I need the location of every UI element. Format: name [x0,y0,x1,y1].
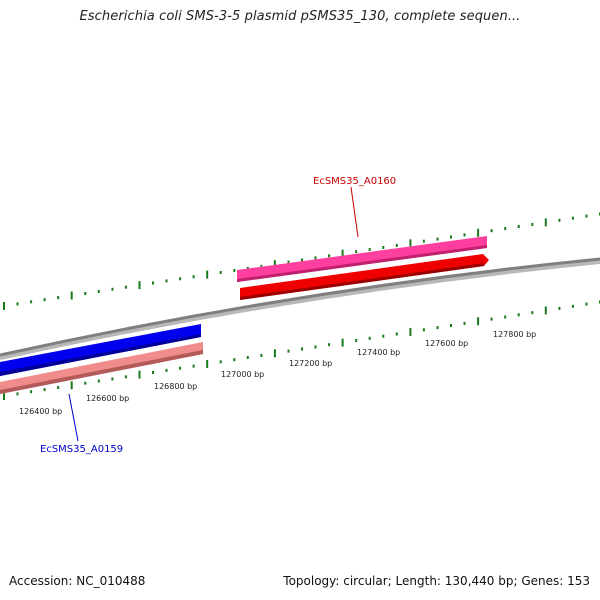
gene-ecsms35-a0159-feature-bar-shade [0,350,203,394]
gene-ecsms35-a0160-feature-bar-shade [237,245,487,282]
map-title: Escherichia coli SMS-3-5 plasmid pSMS35_… [79,9,521,24]
tick-label: 126600 bp [86,394,129,403]
gene-label-leader-a0159 [68,393,79,442]
plasmid-backbone-shadow [0,260,600,360]
gene-label-a0159[interactable]: EcSMS35_A0159 [40,444,123,455]
tick-label: 126400 bp [19,407,62,416]
gene-ecsms35-a0159[interactable] [0,324,203,394]
sequence-summary-text: Topology: circular; Length: 130,440 bp; … [283,574,590,588]
gene-ecsms35-a0160[interactable] [237,236,489,300]
tick-row-lower [3,300,600,400]
tick-label: 127200 bp [289,359,332,368]
tick-label: 127000 bp [221,370,264,379]
accession-text: Accession: NC_010488 [9,574,146,588]
gene-label-a0160[interactable]: EcSMS35_A0160 [313,176,396,187]
plasmid-backbone [0,257,600,357]
tick-label: 126800 bp [154,382,197,391]
tick-label: 127600 bp [425,339,468,348]
gene-ecsms35-a0160-cds-arrow-shade [240,263,484,300]
tick-label: 127400 bp [357,348,400,357]
gene-label-leader-a0160 [350,186,359,238]
tick-label: 127800 bp [493,330,536,339]
gene-ecsms35-a0159-cds-bar-shade [0,334,201,376]
